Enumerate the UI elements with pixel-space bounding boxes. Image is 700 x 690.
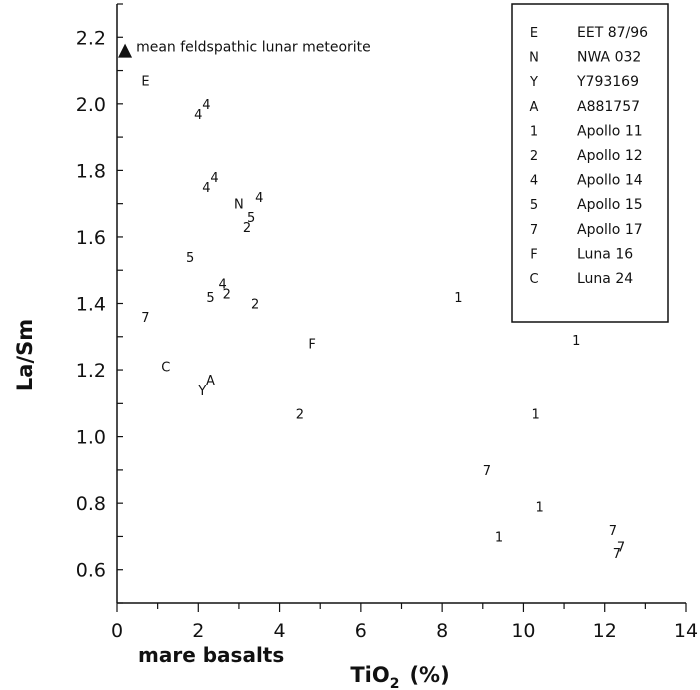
data-point: 7 (141, 311, 149, 326)
legend-label: EET 87/96 (577, 25, 648, 41)
legend-symbol: 2 (530, 149, 538, 164)
x-tick-label: 10 (511, 620, 535, 642)
data-point: 4 (219, 278, 227, 293)
y-tick-label: 1.8 (76, 160, 106, 182)
legend-symbol: 1 (530, 124, 538, 139)
x-axis-title-text: TiO (350, 663, 389, 687)
data-point: 5 (186, 251, 194, 266)
legend-symbol: E (530, 26, 538, 41)
data-point: 1 (572, 334, 580, 349)
feldspathic-meteorite-marker (118, 43, 133, 58)
y-axis: 0.6 0.8 1.0 1.2 1.4 1.6 1.8 2.0 2.2 (76, 3, 123, 604)
legend-symbol: C (529, 272, 538, 287)
data-point: 1 (495, 530, 503, 545)
y-axis-title-text: La/Sm (13, 319, 37, 391)
data-point: 7 (483, 464, 491, 479)
data-point: 2 (251, 298, 259, 313)
data-point: Y (197, 384, 206, 399)
data-point: 5 (247, 211, 255, 226)
legend-symbol: F (530, 247, 537, 262)
data-point: N (234, 198, 244, 213)
data-point: 4 (210, 171, 218, 186)
y-axis-title: La/Sm (13, 319, 37, 391)
data-point: 4 (202, 181, 210, 196)
legend-label: NWA 032 (577, 50, 641, 66)
legend-symbol: Y (529, 75, 538, 90)
data-point: E (141, 75, 149, 90)
data-point: C (161, 361, 170, 376)
legend-items: E EET 87/96 N NWA 032 Y Y793169 A A881757 1 Apoll… (529, 25, 648, 287)
x-tick-label: 4 (274, 620, 286, 642)
x-axis-title: TiO2 (%) (350, 663, 449, 690)
data-point: 2 (223, 288, 231, 303)
legend-label: A881757 (577, 99, 640, 115)
y-tick-label: 1.4 (76, 294, 106, 316)
data-point: 1 (536, 500, 544, 515)
legend-label: Apollo 14 (577, 173, 643, 189)
x-tick-label: 8 (436, 620, 448, 642)
y-tick-label: 2.0 (76, 94, 106, 116)
legend-label: Apollo 12 (577, 148, 643, 164)
legend-label: Apollo 11 (577, 123, 643, 139)
legend-symbol: 5 (530, 198, 538, 213)
x-tick-label: 0 (111, 620, 123, 642)
y-tick-label: 1.2 (76, 360, 106, 382)
x-axis: 0 2 4 6 8 10 12 14 (111, 603, 698, 642)
legend-label: Apollo 17 (577, 222, 643, 238)
data-point: 4 (255, 191, 263, 206)
data-point: 1 (454, 291, 462, 306)
legend: E EET 87/96 N NWA 032 Y Y793169 A A881757 1 Apoll… (511, 3, 669, 323)
legend-symbol: 7 (530, 223, 538, 238)
y-tick-label: 1.0 (76, 427, 106, 449)
legend-symbol: N (529, 51, 539, 66)
legend-label: Luna 24 (577, 271, 633, 287)
legend-label: Luna 16 (577, 246, 633, 262)
legend-symbol: 4 (530, 174, 538, 189)
feldspathic-meteorite-label: mean feldspathic lunar meteorite (136, 40, 371, 56)
data-point: A (206, 374, 215, 389)
x-axis-title-unit: (%) (409, 663, 449, 687)
x-axis-title-subscript: 2 (390, 676, 400, 690)
y-tick-label: 2.2 (76, 27, 106, 49)
data-point: F (308, 337, 315, 352)
y-tick-label: 0.8 (76, 493, 106, 515)
data-point: 4 (202, 98, 210, 113)
data-point: 1 (531, 407, 539, 422)
data-point: 7 (617, 540, 625, 555)
legend-box (511, 3, 669, 323)
x-tick-label: 6 (355, 620, 367, 642)
y-tick-label: 0.6 (76, 560, 106, 582)
legend-label: Apollo 15 (577, 197, 643, 213)
data-point: 7 (609, 524, 617, 539)
legend-label: Y793169 (576, 74, 639, 90)
legend-symbol: A (530, 100, 539, 115)
data-point: 2 (243, 221, 251, 236)
data-point: 5 (206, 291, 214, 306)
mare-basalts-label: mare basalts (138, 643, 284, 667)
x-tick-label: 14 (674, 620, 698, 642)
data-point: 4 (194, 108, 202, 123)
x-tick-label: 2 (192, 620, 204, 642)
y-tick-label: 1.6 (76, 227, 106, 249)
data-point: 2 (296, 407, 304, 422)
data-point: 7 (613, 547, 621, 562)
x-tick-label: 12 (593, 620, 617, 642)
